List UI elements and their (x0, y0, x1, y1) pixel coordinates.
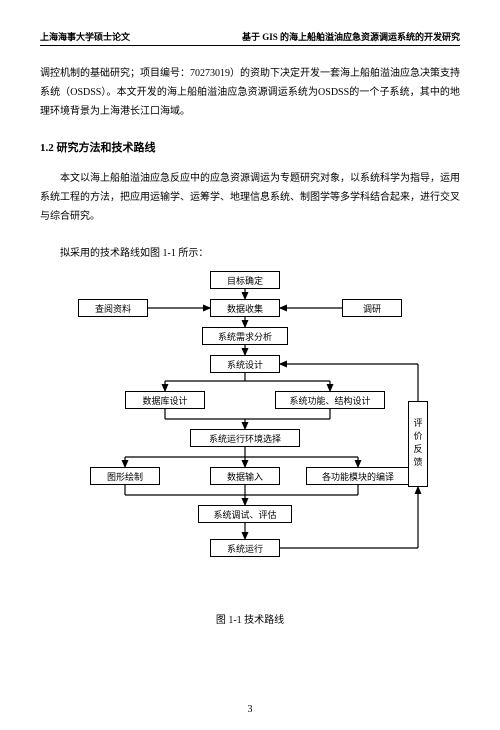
flowchart-container: 目标确定查阅资料 数据收集 调研系统需求分析系统设计数据库设计 系统功能、结构设计系统… (40, 271, 460, 626)
page-header: 上海海事大学硕士论文 基于 GIS 的海上船舶溢油应急资源调运系统的开发研究 (40, 30, 460, 46)
flow-node-n14: 系统运行 (210, 539, 280, 557)
flow-node-n4: 调研 (342, 299, 402, 317)
flow-node-n1: 目标确定 (210, 271, 280, 289)
flow-node-n15: 评价反馈 (408, 401, 428, 487)
flow-node-n2: 查阅资料 (78, 299, 148, 317)
paragraph-1: 调控机制的基础研究；项目编号：70273019）的资助下决定开发一套海上船舶溢油… (40, 64, 460, 121)
flow-node-n10: 图形绘制 (90, 467, 160, 485)
flow-node-n9: 系统运行环境选择 (190, 429, 300, 447)
flow-node-n3: 数据收集 (210, 299, 280, 317)
section-title: 1.2 研究方法和技术路线 (40, 139, 460, 155)
flowchart: 目标确定查阅资料 数据收集 调研系统需求分析系统设计数据库设计 系统功能、结构设计系统… (60, 271, 440, 601)
page-number: 3 (0, 704, 500, 715)
flowchart-caption: 图 1-1 技术路线 (40, 611, 460, 626)
flow-node-n8: 系统功能、结构设计 (275, 391, 385, 409)
flow-node-n7: 数据库设计 (125, 391, 205, 409)
paragraph-3: 拟采用的技术路线如图 1-1 所示： (40, 244, 460, 263)
flow-node-n6: 系统设计 (210, 355, 280, 373)
flow-node-n11: 数据输入 (210, 467, 280, 485)
header-left: 上海海事大学硕士论文 (40, 30, 130, 43)
flow-node-n13: 系统调试、评估 (198, 505, 292, 523)
header-right: 基于 GIS 的海上船舶溢油应急资源调运系统的开发研究 (242, 30, 460, 43)
paragraph-2: 本文以海上船舶溢油应急反应中的应急资源调运为专题研究对象，以系统科学为指导，运用… (40, 169, 460, 226)
flow-node-n5: 系统需求分析 (202, 327, 288, 345)
flow-node-n12: 各功能模块的编译 (306, 467, 410, 485)
